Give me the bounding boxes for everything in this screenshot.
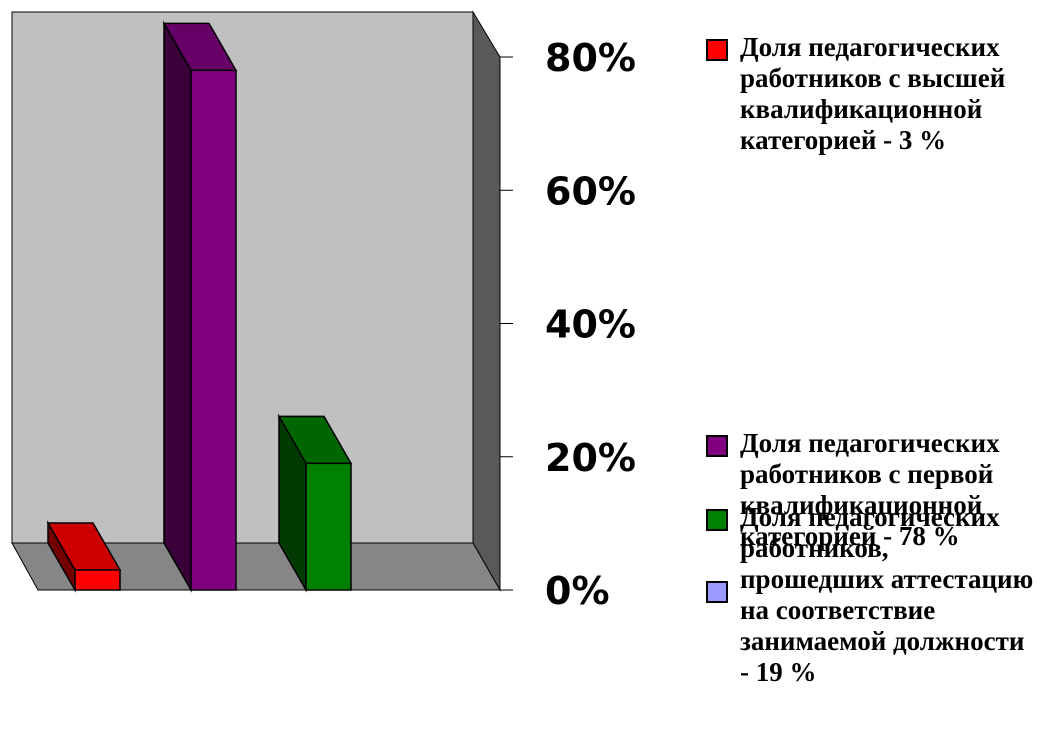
legend-swatch-red [706,39,728,61]
legend-label-highest-category: Доля педагогических работников с высшей … [740,32,1006,155]
legend-label-position-compliance: Доля педагогических работников, прошедши… [740,502,1034,687]
y-tick-label: 40% [545,303,636,347]
y-tick-label: 0% [545,569,610,613]
plot-back-wall [11,11,474,544]
plot-side-wall [472,10,501,592]
bar-2 [162,20,238,593]
legend-item-position-compliance: Доля педагогических работников, прошедши… [706,502,1036,688]
bar-1-front [74,569,121,591]
legend-bottom: Доля педагогических работников с первой … [706,428,1056,754]
y-tick-label: 60% [545,169,636,213]
bar-3-front [305,462,352,591]
legend-swatch-purple [706,435,728,457]
bar-3 [277,413,353,593]
legend-swatch-lavender [706,581,728,603]
legend-item-highest-category: Доля педагогических работников с высшей … [706,32,1036,156]
y-tick-label: 20% [545,436,636,480]
bar-2-side [163,20,192,593]
legend-top: Доля педагогических работников с высшей … [706,32,1056,232]
y-tick-label: 80% [545,36,636,80]
legend-item-first-category: Доля педагогических работников с первой … [706,428,1036,552]
bar-2-front [190,69,237,591]
bar-1 [46,520,122,593]
legend-swatch-green [706,509,728,531]
legend-label-first-category: Доля педагогических работников с первой … [740,428,1000,551]
